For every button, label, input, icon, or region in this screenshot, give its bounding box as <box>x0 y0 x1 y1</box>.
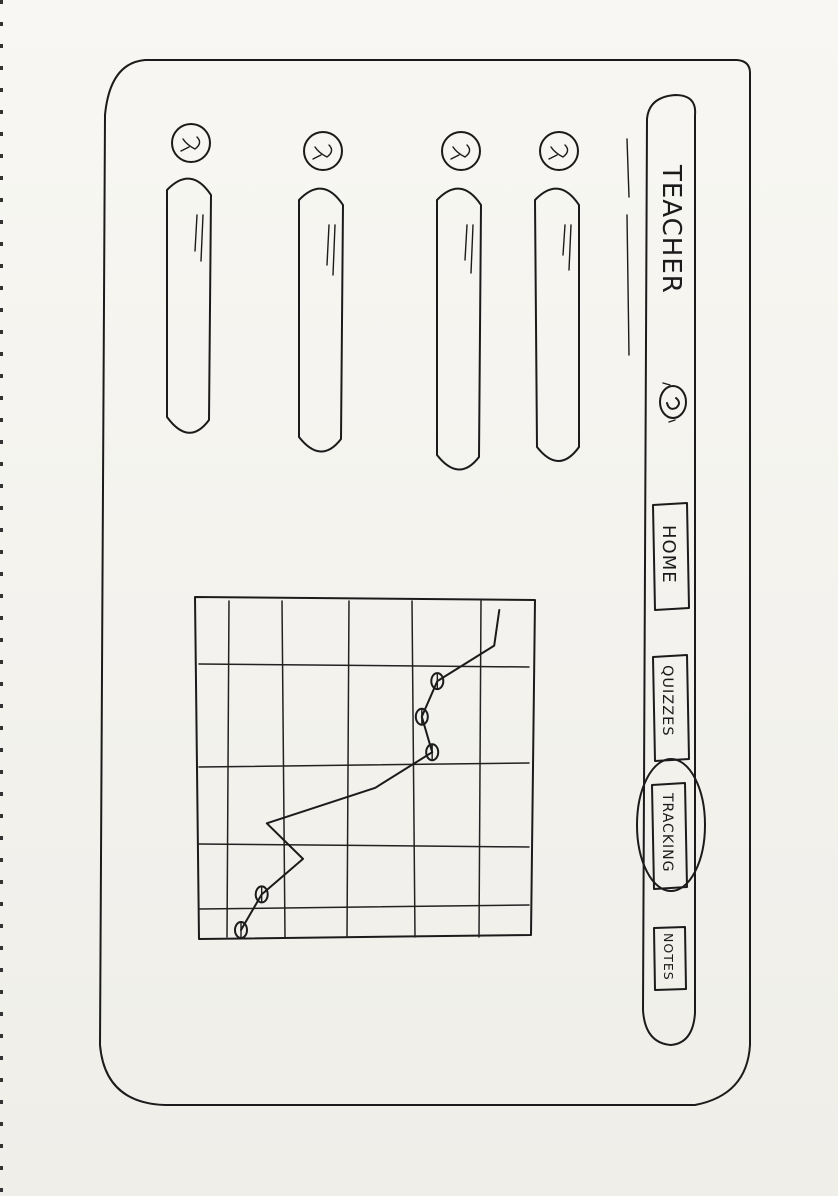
progress-chart <box>195 597 535 939</box>
chart-gridline-vertical <box>199 844 529 847</box>
nav-label-notes: NOTES <box>661 933 676 981</box>
nav-item-quizzes[interactable]: QUIZZES <box>653 655 689 761</box>
nav-item-tracking[interactable]: TRACKING <box>637 759 705 891</box>
chart-markers <box>235 673 443 938</box>
student-row[interactable] <box>535 132 579 461</box>
chart-gridline-horizontal <box>347 601 349 937</box>
student-row[interactable] <box>167 124 211 433</box>
chart-gridline-horizontal <box>412 601 415 937</box>
app-title: TEACHER <box>656 164 686 294</box>
nav-item-notes[interactable]: NOTES <box>654 927 686 990</box>
student-name-pill <box>299 189 343 452</box>
notebook-binding <box>0 0 3 1196</box>
user-avatar-icon <box>442 132 480 170</box>
student-name-pill <box>535 189 579 461</box>
window-frame <box>100 60 750 1105</box>
nav-label-tracking: TRACKING <box>659 792 675 872</box>
chart-gridline-vertical <box>199 664 529 667</box>
chart-frame <box>195 597 535 939</box>
chart-series-line <box>241 610 499 930</box>
header-bar <box>643 95 695 1045</box>
chart-gridline-vertical <box>199 763 529 767</box>
nav-label-home: HOME <box>658 525 679 584</box>
student-name-pill <box>437 189 481 470</box>
user-avatar-icon <box>304 132 342 170</box>
student-name-pill <box>167 179 211 433</box>
chart-grid <box>199 601 529 937</box>
header-divider-2 <box>627 215 629 355</box>
chart-gridline-horizontal <box>227 601 229 937</box>
student-row[interactable] <box>437 132 481 470</box>
user-avatar-icon <box>540 132 578 170</box>
chart-gridline-horizontal <box>479 601 481 937</box>
nav-item-home[interactable]: HOME <box>653 503 689 610</box>
nav-label-quizzes: QUIZZES <box>659 665 675 737</box>
search-icon[interactable] <box>660 383 686 422</box>
student-row[interactable] <box>299 132 343 452</box>
user-avatar-icon <box>172 124 210 162</box>
app-window: TEACHER HOME QUIZZES TRACKING NOTES <box>100 60 750 1105</box>
header-divider-1 <box>627 139 629 197</box>
chart-gridline-horizontal <box>282 601 285 937</box>
